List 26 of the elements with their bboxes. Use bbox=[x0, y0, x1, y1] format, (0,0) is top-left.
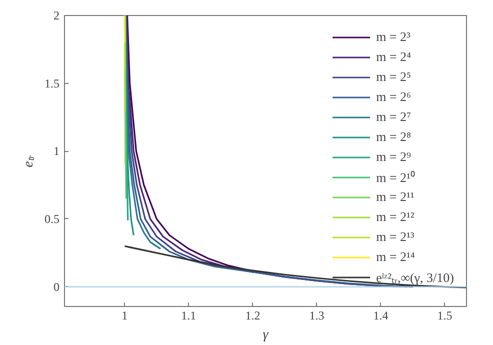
legend-label: m = 2⁴ bbox=[376, 49, 412, 65]
legend-label: m = 2¹³ bbox=[376, 229, 414, 245]
legend-label: m = 2¹⁰ bbox=[376, 169, 416, 186]
legend-label: m = 2⁶ bbox=[376, 89, 412, 105]
y-axis-title: eₜᵣ bbox=[22, 154, 36, 168]
x-tick-label: 1.2 bbox=[245, 308, 260, 322]
legend-label: m = 2³ bbox=[376, 29, 410, 45]
legend-label: m = 2¹⁴ bbox=[376, 249, 415, 265]
x-tick-label: 1.3 bbox=[309, 308, 324, 322]
y-tick-label: 0.5 bbox=[44, 212, 60, 226]
legend-label: m = 2⁷ bbox=[376, 109, 412, 125]
x-tick-label: 1.5 bbox=[437, 308, 452, 322]
legend-label: m = 2¹² bbox=[376, 209, 414, 225]
y-tick-label: 1 bbox=[54, 144, 60, 158]
x-tick-label: 1.1 bbox=[181, 308, 196, 322]
y-tick-label: 1.5 bbox=[44, 76, 60, 90]
legend-label: m = 2⁵ bbox=[376, 69, 412, 85]
legend-label: m = 2¹¹ bbox=[376, 189, 414, 205]
legend-label: m = 2⁹ bbox=[376, 149, 412, 165]
x-tick-label: 1.4 bbox=[373, 308, 388, 322]
legend-label: eˡᶻ²ₜᵣ,∞(γ, 3/10) bbox=[376, 269, 454, 286]
x-tick-label: 1 bbox=[122, 308, 128, 322]
y-tick-label: 2 bbox=[54, 8, 60, 22]
y-tick-label: 0 bbox=[54, 280, 60, 294]
legend-label: m = 2⁸ bbox=[376, 129, 412, 145]
x-axis-title: γ bbox=[262, 328, 269, 342]
